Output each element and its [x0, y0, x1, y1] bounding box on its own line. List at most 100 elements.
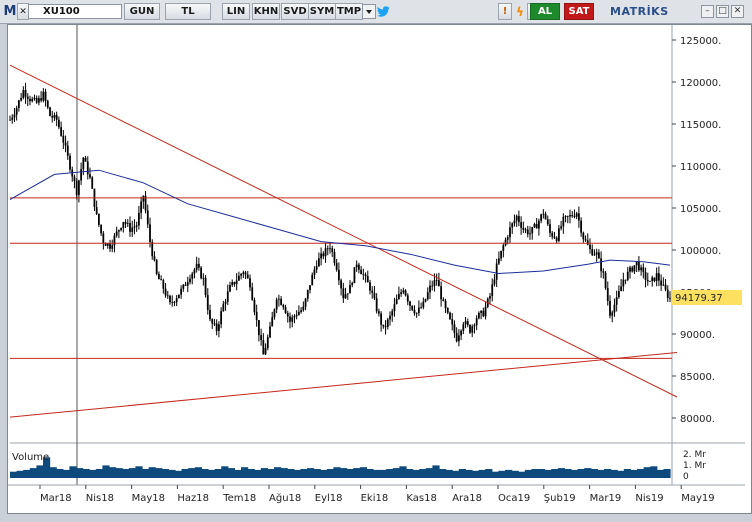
- candle-body: [402, 290, 405, 293]
- candle-body: [89, 174, 91, 178]
- volume-bar: [557, 468, 565, 478]
- candle-body: [613, 304, 616, 313]
- minimize-button[interactable]: –: [701, 5, 714, 18]
- y-tick-label: 90000.: [680, 330, 715, 341]
- candle-body: [453, 324, 456, 333]
- volume-bar: [590, 469, 598, 478]
- buy-button[interactable]: AL: [530, 3, 560, 20]
- candle-body: [235, 280, 238, 285]
- candle-body: [531, 227, 534, 234]
- candle-body: [349, 285, 351, 294]
- candle-body: [422, 301, 425, 308]
- candle-body: [389, 315, 391, 320]
- template-dropdown[interactable]: [362, 4, 376, 19]
- candle-body: [649, 280, 651, 282]
- volume-bar: [445, 469, 453, 478]
- candle-body: [406, 295, 409, 302]
- sell-button[interactable]: SAT: [564, 3, 594, 20]
- candle-body: [144, 195, 147, 211]
- candle-body: [557, 228, 560, 241]
- candle-body: [113, 235, 116, 246]
- maximize-button[interactable]: □: [716, 5, 729, 18]
- window-close-button[interactable]: ✕: [731, 5, 744, 18]
- candle-body: [593, 254, 596, 256]
- currency-button[interactable]: TL: [165, 3, 211, 20]
- candle-body: [135, 225, 138, 227]
- candle-body: [69, 155, 71, 170]
- candle-body: [429, 285, 431, 293]
- candle-body: [300, 310, 303, 312]
- volume-bar: [478, 469, 486, 478]
- volume-bar: [260, 468, 268, 478]
- volume-bar: [604, 469, 612, 478]
- volume-bar: [399, 466, 407, 478]
- candle-body: [635, 261, 638, 266]
- volume-bar: [498, 470, 506, 478]
- candle-body: [129, 223, 131, 232]
- volume-tick-label: 0: [683, 472, 689, 482]
- candle-body: [440, 286, 443, 300]
- price-marker-label: 94179.37: [675, 293, 723, 304]
- matriks-logo[interactable]: M: [3, 4, 17, 19]
- volume-bar: [637, 469, 645, 478]
- candle-body: [217, 324, 220, 332]
- candle-body: [393, 304, 396, 312]
- candle-body: [260, 335, 263, 341]
- candle-body: [197, 263, 200, 268]
- volume-bar: [280, 468, 288, 478]
- candle-body: [640, 267, 643, 271]
- x-tick-label: Nis18: [86, 493, 114, 504]
- candle-body: [537, 220, 540, 229]
- candle-body: [40, 98, 43, 101]
- volume-bar: [36, 465, 44, 478]
- volume-bar: [188, 468, 196, 478]
- volume-bar: [287, 469, 295, 478]
- khn-button[interactable]: KHN: [252, 3, 280, 20]
- candle-body: [51, 115, 54, 118]
- candle-body: [44, 91, 47, 101]
- volume-bar: [458, 469, 466, 478]
- scale-button[interactable]: LIN: [222, 3, 250, 20]
- candle-body: [564, 216, 567, 217]
- candle-body: [602, 271, 605, 273]
- volume-bar: [425, 468, 433, 478]
- candle-body: [609, 300, 611, 316]
- candle-body: [513, 220, 516, 224]
- candle-body: [226, 291, 229, 302]
- candle-body: [11, 117, 14, 120]
- candle-body: [353, 267, 356, 284]
- candle-body: [546, 219, 549, 225]
- candle-body: [180, 288, 183, 295]
- warning-icon[interactable]: !: [498, 3, 512, 20]
- candle-body: [624, 279, 627, 281]
- volume-bar: [76, 468, 84, 478]
- candle-body: [644, 272, 647, 280]
- candle-body: [395, 298, 398, 305]
- candle-body: [286, 313, 289, 317]
- period-button[interactable]: GUN: [124, 3, 160, 20]
- x-tick-label: Eyl18: [315, 493, 343, 504]
- candle-body: [42, 91, 45, 101]
- candle-body: [202, 277, 205, 279]
- candle-body: [544, 213, 547, 220]
- candle-body: [573, 216, 576, 217]
- candle-body: [80, 169, 83, 181]
- candle-body: [182, 284, 185, 289]
- twitter-icon[interactable]: [376, 3, 390, 20]
- candle-body: [646, 279, 649, 282]
- volume-bar: [577, 469, 585, 478]
- volume-bar: [62, 469, 70, 478]
- volume-bar: [551, 469, 559, 478]
- symbol-input[interactable]: XU100: [28, 4, 122, 19]
- candle-body: [15, 107, 18, 115]
- candle-body: [482, 310, 485, 317]
- candle-body: [224, 301, 227, 304]
- candle-body: [17, 100, 20, 108]
- candle-body: [111, 245, 114, 249]
- candle-body: [262, 340, 265, 355]
- candle-body: [160, 279, 163, 281]
- lightning-icon[interactable]: ϟ: [516, 4, 524, 19]
- y-tick-label: 115000.: [680, 120, 721, 131]
- candle-body: [117, 230, 120, 232]
